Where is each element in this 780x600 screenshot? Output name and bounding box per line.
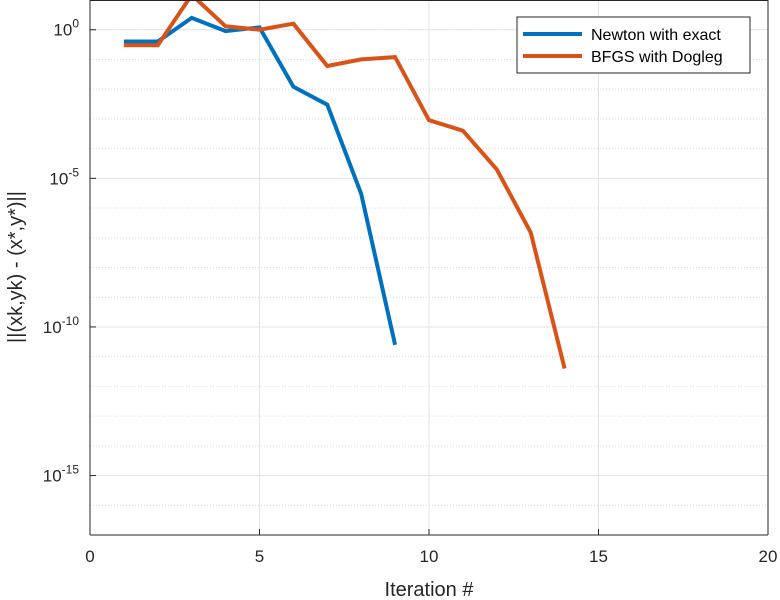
- y-axis-label: ||(xk,yk) - (x*,y*)||: [5, 191, 27, 343]
- y-tick-label: 10-10: [43, 314, 80, 337]
- x-tick-label: 5: [255, 547, 264, 566]
- x-tick-label: 0: [85, 547, 94, 566]
- axes: [89, 0, 769, 536]
- legend-label-2: BFGS with Dogleg: [591, 49, 723, 66]
- legend-label-1: Newton with exact: [591, 27, 721, 44]
- major-grid: [89, 0, 769, 535]
- x-tick-label: 20: [759, 547, 778, 566]
- tick-labels: 0 5 10 15 20 100 10-5 10-10 10-15: [43, 17, 778, 566]
- y-tick-label: 10-15: [43, 463, 80, 486]
- y-tick-label: 10-5: [49, 165, 79, 188]
- legend-box: [516, 16, 751, 74]
- legend: Newton with exact BFGS with Dogleg: [516, 16, 751, 74]
- x-tick-label: 10: [420, 547, 439, 566]
- y-tick-label: 100: [53, 17, 79, 40]
- x-axis-label: Iteration #: [385, 579, 475, 600]
- x-tick-label: 15: [589, 547, 608, 566]
- series-line-1: [123, 15, 398, 346]
